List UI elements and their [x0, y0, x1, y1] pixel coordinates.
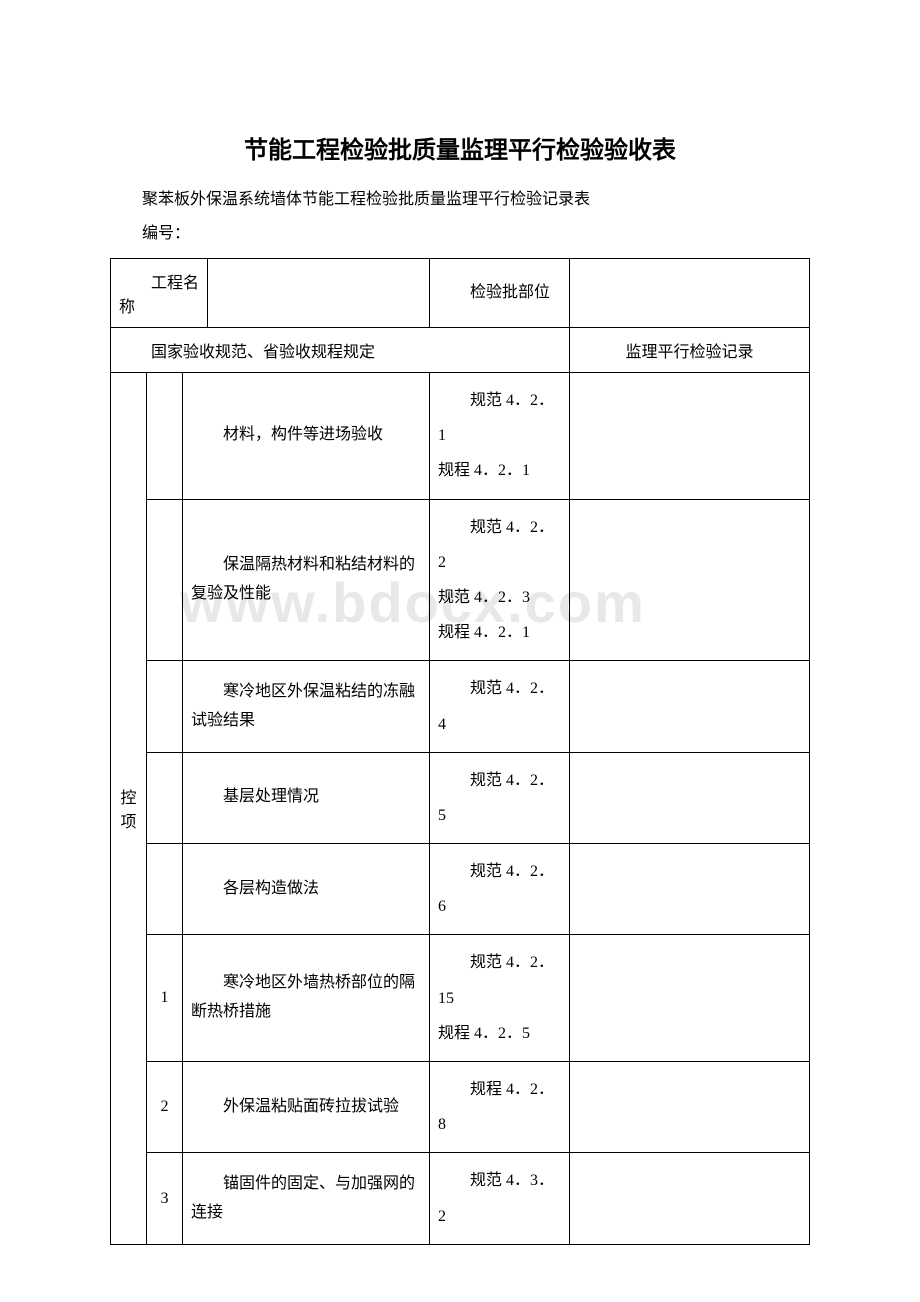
row-item: 各层构造做法	[183, 844, 430, 935]
table-row: 基层处理情况 规范 4．2．5	[111, 752, 810, 843]
row-spec: 规程 4．2．8	[430, 1062, 570, 1153]
row-spec: 规范 4．2．2规范 4．2．3规程 4．2．1	[430, 499, 570, 661]
row-item: 材料，构件等进场验收	[183, 373, 430, 500]
regulation-header-right: 监理平行检验记录	[570, 328, 810, 373]
row-spec: 规范 4．2．6	[430, 844, 570, 935]
section-label: 控项	[111, 373, 147, 1245]
row-item: 外保温粘贴面砖拉拔试验	[183, 1062, 430, 1153]
row-spec: 规范 4．2．15规程 4．2．5	[430, 935, 570, 1062]
row-record	[570, 1153, 810, 1244]
row-item: 寒冷地区外保温粘结的冻融试验结果	[183, 661, 430, 752]
row-record	[570, 1062, 810, 1153]
row-record	[570, 499, 810, 661]
regulation-header-left: 国家验收规范、省验收规程规定	[111, 328, 570, 373]
row-num	[147, 844, 183, 935]
row-record	[570, 661, 810, 752]
header-row-2: 国家验收规范、省验收规程规定 监理平行检验记录	[111, 328, 810, 373]
row-num: 3	[147, 1153, 183, 1244]
row-spec: 规范 4．2．4	[430, 661, 570, 752]
numbering-label: 编号：	[110, 219, 810, 243]
row-record	[570, 752, 810, 843]
row-num	[147, 499, 183, 661]
table-row: 1 寒冷地区外墙热桥部位的隔断热桥措施 规范 4．2．15规程 4．2．5	[111, 935, 810, 1062]
row-item: 寒冷地区外墙热桥部位的隔断热桥措施	[183, 935, 430, 1062]
batch-label: 检验批部位	[430, 259, 570, 328]
row-item: 保温隔热材料和粘结材料的复验及性能	[183, 499, 430, 661]
row-num	[147, 661, 183, 752]
table-row: 保温隔热材料和粘结材料的复验及性能 规范 4．2．2规范 4．2．3规程 4．2…	[111, 499, 810, 661]
row-record	[570, 935, 810, 1062]
project-name-label: 工程名称	[111, 259, 208, 328]
table-row: 3 锚固件的固定、与加强网的连接 规范 4．3．2	[111, 1153, 810, 1244]
row-num	[147, 373, 183, 500]
row-record	[570, 844, 810, 935]
row-num: 2	[147, 1062, 183, 1153]
table-row: 2 外保温粘贴面砖拉拔试验 规程 4．2．8	[111, 1062, 810, 1153]
row-record	[570, 373, 810, 500]
row-spec: 规范 4．2．5	[430, 752, 570, 843]
row-item: 锚固件的固定、与加强网的连接	[183, 1153, 430, 1244]
row-spec: 规范 4．3．2	[430, 1153, 570, 1244]
table-row: 各层构造做法 规范 4．2．6	[111, 844, 810, 935]
batch-value	[570, 259, 810, 328]
row-num	[147, 752, 183, 843]
row-num: 1	[147, 935, 183, 1062]
row-item: 基层处理情况	[183, 752, 430, 843]
header-row-1: 工程名称 检验批部位	[111, 259, 810, 328]
subtitle: 聚苯板外保温系统墙体节能工程检验批质量监理平行检验记录表	[110, 185, 810, 209]
row-spec: 规范 4．2．1规程 4．2．1	[430, 373, 570, 500]
table-row: 寒冷地区外保温粘结的冻融试验结果 规范 4．2．4	[111, 661, 810, 752]
project-name-value	[208, 259, 430, 328]
table-row: 控项 材料，构件等进场验收 规范 4．2．1规程 4．2．1	[111, 373, 810, 500]
page-title: 节能工程检验批质量监理平行检验验收表	[110, 130, 810, 165]
inspection-table: 工程名称 检验批部位 国家验收规范、省验收规程规定 监理平行检验记录 控项 材料…	[110, 258, 810, 1245]
